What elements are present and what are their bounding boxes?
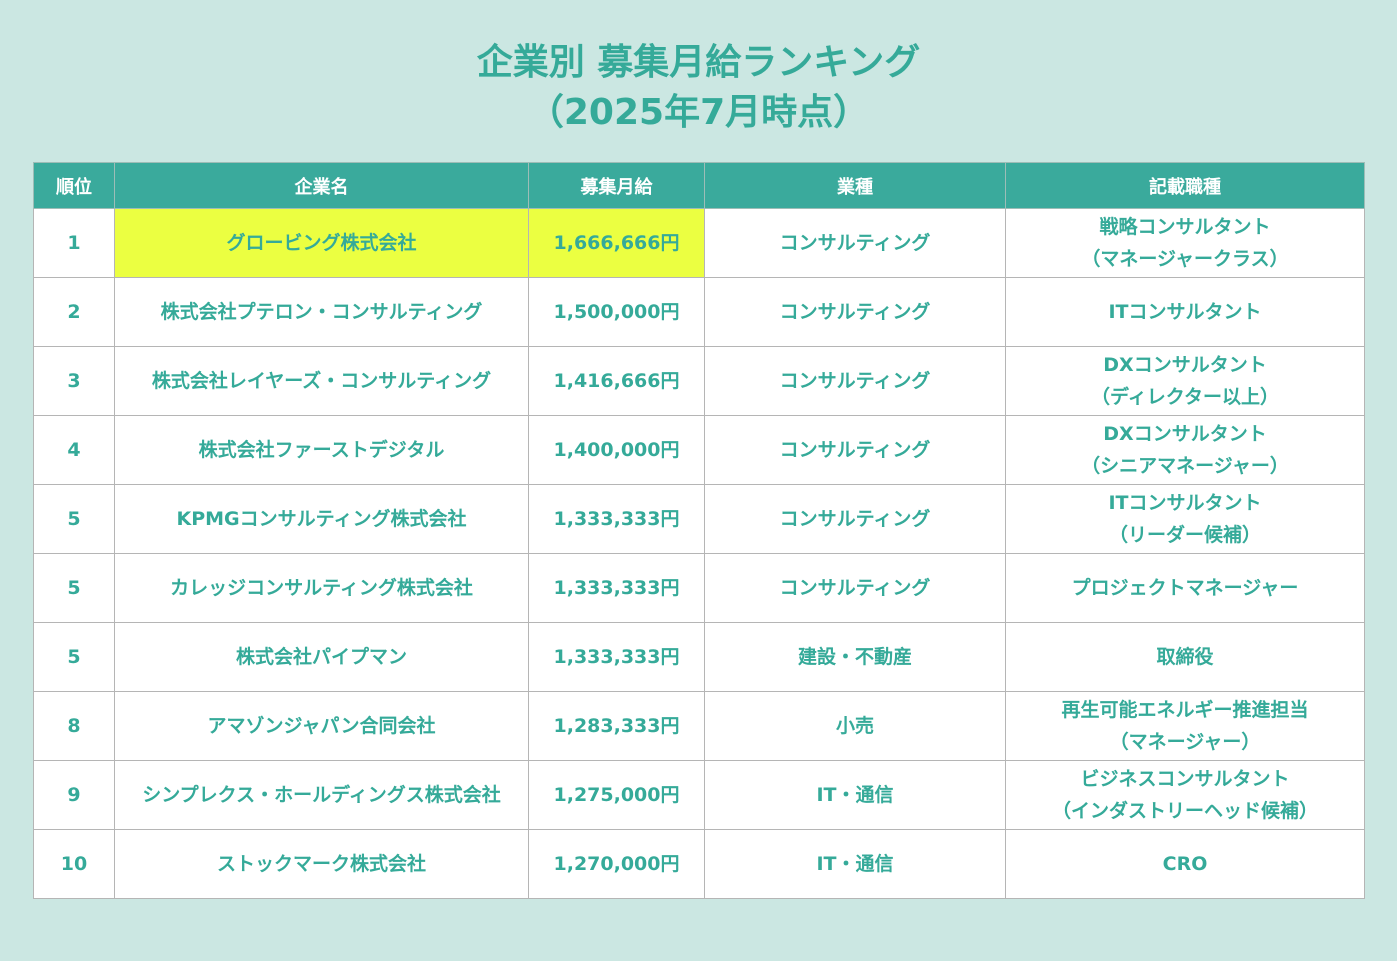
rank-cell: 4 [33, 415, 115, 485]
column-header-salary: 募集月給 [528, 162, 705, 209]
table-row: 3 株式会社レイヤーズ・コンサルティング 1,416,666円 コンサルティング DXコ… [33, 346, 1365, 416]
rank-cell: 5 [33, 553, 115, 623]
job-cell: 戦略コンサルタント （マネージャークラス） [1005, 208, 1365, 278]
salary-cell: 1,666,666円 [528, 208, 705, 278]
column-header-company: 企業名 [114, 162, 529, 209]
rank-cell: 5 [33, 622, 115, 692]
job-title: DXコンサルタント [1103, 423, 1267, 445]
job-title: 再生可能エネルギー推進担当 [1061, 699, 1309, 721]
table-header: 順位 企業名 募集月給 業種 記載職種 [33, 162, 1365, 209]
salary-cell: 1,400,000円 [528, 415, 705, 485]
job-title-note: （マネージャークラス） [1081, 248, 1289, 270]
job-title-note: （マネージャー） [1109, 731, 1261, 753]
industry-cell: コンサルティング [704, 208, 1006, 278]
job-cell: DXコンサルタント （シニアマネージャー） [1005, 415, 1365, 485]
page-title: 企業別 募集月給ランキング （2025年7月時点） [0, 38, 1397, 138]
salary-cell: 1,283,333円 [528, 691, 705, 761]
industry-cell: コンサルティング [704, 553, 1006, 623]
company-cell: グロービング株式会社 [114, 208, 529, 278]
job-cell: ITコンサルタント [1005, 277, 1365, 347]
table-row: 1 グロービング株式会社 1,666,666円 コンサルティング 戦略コンサルタント （マ… [33, 208, 1365, 278]
job-title: 戦略コンサルタント [1099, 216, 1271, 238]
company-cell: ストックマーク株式会社 [114, 829, 529, 899]
company-cell: カレッジコンサルティング株式会社 [114, 553, 529, 623]
job-title-note: （シニアマネージャー） [1081, 455, 1289, 477]
industry-cell: コンサルティング [704, 277, 1006, 347]
company-cell: 株式会社パイプマン [114, 622, 529, 692]
industry-cell: コンサルティング [704, 415, 1006, 485]
job-title: ITコンサルタント [1108, 492, 1262, 514]
table-row: 2 株式会社プテロン・コンサルティング 1,500,000円 コンサルティング ITコン… [33, 277, 1365, 347]
job-cell: 再生可能エネルギー推進担当 （マネージャー） [1005, 691, 1365, 761]
job-title: プロジェクトマネージャー [1071, 577, 1299, 599]
company-cell: 株式会社レイヤーズ・コンサルティング [114, 346, 529, 416]
company-cell: 株式会社ファーストデジタル [114, 415, 529, 485]
rank-cell: 2 [33, 277, 115, 347]
industry-cell: コンサルティング [704, 484, 1006, 554]
column-header-job: 記載職種 [1005, 162, 1365, 209]
job-title-note: （インダストリーヘッド候補） [1051, 800, 1318, 822]
column-header-rank: 順位 [33, 162, 115, 209]
industry-cell: コンサルティング [704, 346, 1006, 416]
industry-cell: IT・通信 [704, 760, 1006, 830]
rank-cell: 3 [33, 346, 115, 416]
salary-cell: 1,500,000円 [528, 277, 705, 347]
job-cell: ITコンサルタント （リーダー候補） [1005, 484, 1365, 554]
industry-cell: 小売 [704, 691, 1006, 761]
rank-cell: 1 [33, 208, 115, 278]
table-body: 1 グロービング株式会社 1,666,666円 コンサルティング 戦略コンサルタント （マ… [33, 208, 1365, 899]
table-row: 9 シンプレクス・ホールディングス株式会社 1,275,000円 IT・通信 ビジネスコ… [33, 760, 1365, 830]
job-title: 取締役 [1156, 646, 1214, 668]
job-title: CRO [1162, 853, 1208, 875]
job-title: ビジネスコンサルタント [1080, 768, 1290, 790]
title-line-2: （2025年7月時点） [527, 92, 870, 133]
table-row: 4 株式会社ファーストデジタル 1,400,000円 コンサルティング DXコンサルタン… [33, 415, 1365, 485]
title-line-1: 企業別 募集月給ランキング [476, 42, 921, 83]
rank-cell: 5 [33, 484, 115, 554]
header-row: 順位 企業名 募集月給 業種 記載職種 [33, 162, 1365, 209]
salary-cell: 1,333,333円 [528, 484, 705, 554]
company-cell: KPMGコンサルティング株式会社 [114, 484, 529, 554]
job-cell: DXコンサルタント （ディレクター以上） [1005, 346, 1365, 416]
ranking-table: 順位 企業名 募集月給 業種 記載職種 1 グロービング株式会社 1,666,666… [33, 162, 1365, 899]
industry-cell: IT・通信 [704, 829, 1006, 899]
rank-cell: 8 [33, 691, 115, 761]
table-row: 8 アマゾンジャパン合同会社 1,283,333円 小売 再生可能エネルギー推進担当 （マ… [33, 691, 1365, 761]
table-row: 5 カレッジコンサルティング株式会社 1,333,333円 コンサルティング プロジェク… [33, 553, 1365, 623]
job-cell: プロジェクトマネージャー [1005, 553, 1365, 623]
job-title-note: （リーダー候補） [1108, 524, 1261, 546]
company-cell: シンプレクス・ホールディングス株式会社 [114, 760, 529, 830]
job-title: DXコンサルタント [1103, 354, 1267, 376]
company-cell: 株式会社プテロン・コンサルティング [114, 277, 529, 347]
table-row: 5 KPMGコンサルティング株式会社 1,333,333円 コンサルティング ITコンサ… [33, 484, 1365, 554]
salary-cell: 1,333,333円 [528, 622, 705, 692]
rank-cell: 9 [33, 760, 115, 830]
salary-cell: 1,333,333円 [528, 553, 705, 623]
job-cell: ビジネスコンサルタント （インダストリーヘッド候補） [1005, 760, 1365, 830]
table-row: 5 株式会社パイプマン 1,333,333円 建設・不動産 取締役 [33, 622, 1365, 692]
industry-cell: 建設・不動産 [704, 622, 1006, 692]
salary-cell: 1,270,000円 [528, 829, 705, 899]
job-cell: CRO [1005, 829, 1365, 899]
job-title-note: （ディレクター以上） [1091, 386, 1279, 408]
column-header-industry: 業種 [704, 162, 1006, 209]
salary-cell: 1,275,000円 [528, 760, 705, 830]
job-title: ITコンサルタント [1108, 301, 1262, 323]
rank-cell: 10 [33, 829, 115, 899]
company-cell: アマゾンジャパン合同会社 [114, 691, 529, 761]
table-row: 10 ストックマーク株式会社 1,270,000円 IT・通信 CRO [33, 829, 1365, 899]
job-cell: 取締役 [1005, 622, 1365, 692]
salary-cell: 1,416,666円 [528, 346, 705, 416]
